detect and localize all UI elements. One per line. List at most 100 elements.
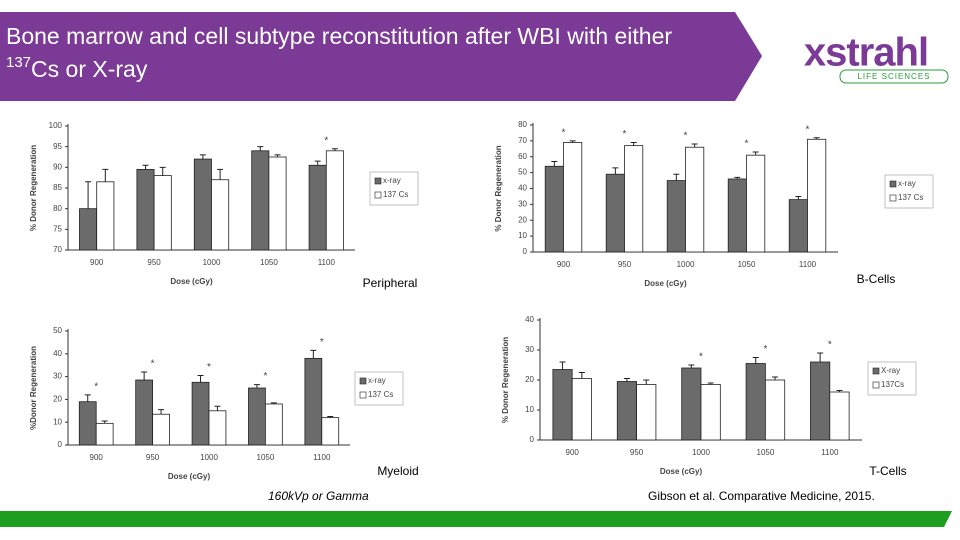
y-tick-label: 20 bbox=[525, 375, 534, 384]
significance-mark: * bbox=[745, 139, 749, 150]
footer-bar bbox=[0, 511, 952, 527]
x-tick-label: 1100 bbox=[821, 448, 839, 457]
x-tick-label: 900 bbox=[90, 258, 104, 267]
bar bbox=[79, 208, 98, 251]
y-tick-label: 20 bbox=[518, 215, 527, 224]
bar bbox=[193, 158, 212, 251]
x-tick-label: 1100 bbox=[799, 260, 817, 269]
x-axis-label: Dose (cGy) bbox=[168, 472, 211, 481]
bar bbox=[810, 361, 831, 441]
legend-swatch bbox=[374, 177, 382, 185]
error-bar bbox=[158, 409, 165, 415]
error-bar bbox=[643, 379, 650, 385]
bar bbox=[563, 142, 583, 253]
bar bbox=[616, 381, 638, 441]
x-tick-label: 1050 bbox=[257, 453, 275, 462]
error-bar bbox=[707, 382, 714, 385]
y-tick-label: 0 bbox=[530, 435, 535, 444]
bar bbox=[685, 146, 705, 253]
y-tick-label: 70 bbox=[53, 245, 62, 254]
footnote-left: 160kVp or Gamma bbox=[268, 489, 369, 503]
y-tick-label: 75 bbox=[53, 224, 62, 233]
footnote-right: Gibson et al. Comparative Medicine, 2015… bbox=[648, 489, 875, 503]
y-tick-label: 50 bbox=[53, 326, 62, 335]
bar bbox=[96, 181, 115, 251]
error-bar bbox=[691, 143, 698, 148]
bar bbox=[552, 369, 573, 441]
y-tick-label: 60 bbox=[518, 152, 527, 161]
title-start: Bone marrow and cell subtype reconstitut… bbox=[6, 23, 672, 49]
bar bbox=[208, 410, 227, 446]
error-bar bbox=[141, 371, 148, 381]
legend-swatch bbox=[872, 381, 880, 389]
significance-mark: * bbox=[207, 362, 211, 373]
legend-swatch bbox=[872, 367, 880, 375]
y-tick-label: 80 bbox=[53, 204, 62, 213]
error-bar bbox=[199, 154, 206, 160]
y-axis-label: %Donor Regeneration bbox=[29, 346, 38, 430]
legend-swatch bbox=[359, 391, 367, 399]
legend-swatch bbox=[374, 191, 382, 199]
legend-box bbox=[369, 171, 419, 206]
y-tick-label: 100 bbox=[49, 121, 63, 130]
error-bar bbox=[673, 173, 680, 181]
legend-swatch bbox=[359, 377, 367, 385]
y-tick-label: 10 bbox=[53, 417, 62, 426]
chart-caption: T-Cells bbox=[869, 464, 906, 478]
bar bbox=[829, 391, 850, 441]
bar bbox=[636, 384, 657, 441]
error-bar bbox=[159, 166, 166, 176]
significance-mark: * bbox=[151, 359, 155, 370]
bar bbox=[308, 164, 327, 251]
y-tick-label: 0 bbox=[523, 247, 528, 256]
y-tick-label: 95 bbox=[53, 142, 62, 151]
x-tick-label: 900 bbox=[557, 260, 571, 269]
error-bar bbox=[795, 195, 802, 200]
error-bar bbox=[197, 374, 204, 383]
legend-label: X-ray bbox=[881, 366, 900, 375]
significance-mark: * bbox=[699, 352, 703, 363]
error-bar bbox=[214, 405, 221, 411]
logo-tagline: LIFE SCIENCES bbox=[857, 72, 930, 81]
bar bbox=[153, 175, 172, 251]
error-bar bbox=[752, 151, 759, 156]
bar bbox=[78, 401, 97, 446]
legend-swatch bbox=[889, 194, 897, 202]
x-tick-label: 1050 bbox=[738, 260, 756, 269]
bar bbox=[304, 357, 323, 446]
error-bar bbox=[623, 378, 630, 382]
error-bar bbox=[274, 154, 281, 157]
x-tick-label: 950 bbox=[147, 258, 161, 267]
error-bar bbox=[734, 176, 741, 179]
significance-mark: * bbox=[684, 131, 688, 142]
x-axis-label: Dose (cGy) bbox=[660, 467, 703, 476]
bar bbox=[251, 150, 270, 251]
error-bar bbox=[569, 140, 576, 143]
x-tick-label: 900 bbox=[566, 448, 580, 457]
bar bbox=[268, 156, 287, 251]
error-bar bbox=[578, 372, 585, 379]
error-bar bbox=[101, 420, 108, 424]
error-bar bbox=[85, 181, 92, 209]
y-tick-label: 40 bbox=[518, 184, 527, 193]
x-tick-label: 1100 bbox=[318, 258, 336, 267]
title-banner bbox=[0, 12, 762, 101]
bar bbox=[248, 387, 266, 446]
significance-mark: * bbox=[763, 344, 767, 355]
bar bbox=[807, 138, 827, 253]
x-tick-label: 1050 bbox=[260, 258, 278, 267]
error-bar bbox=[630, 141, 637, 146]
legend-label: 137 Cs bbox=[898, 193, 923, 202]
legend-label: x-ray bbox=[898, 179, 916, 188]
bar bbox=[544, 165, 564, 253]
error-bar bbox=[836, 390, 843, 392]
x-tick-label: 950 bbox=[146, 453, 160, 462]
legend-swatch bbox=[889, 180, 897, 188]
significance-mark: * bbox=[94, 381, 98, 392]
x-tick-label: 1000 bbox=[203, 258, 221, 267]
y-tick-label: 10 bbox=[525, 405, 534, 414]
error-bar bbox=[217, 168, 224, 180]
error-bar bbox=[270, 402, 277, 404]
